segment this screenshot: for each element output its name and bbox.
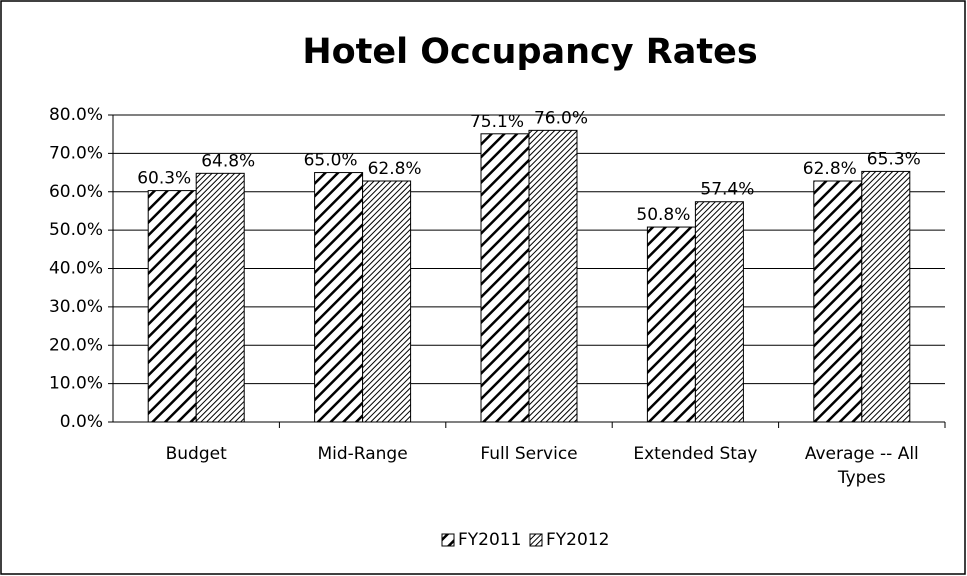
data-label: 60.3% xyxy=(137,169,191,189)
data-label: 65.0% xyxy=(304,151,358,171)
bar xyxy=(861,170,911,423)
data-label: 75.1% xyxy=(470,112,524,132)
bar xyxy=(362,180,412,423)
legend-label: FY2012 xyxy=(546,530,609,550)
y-tick-label: 70.0% xyxy=(49,143,103,163)
y-tick-label: 30.0% xyxy=(49,297,103,317)
chart-title: Hotel Occupancy Rates xyxy=(302,32,757,72)
bar xyxy=(195,172,245,423)
bar xyxy=(646,226,696,423)
bar xyxy=(147,190,197,423)
data-label: 50.8% xyxy=(636,205,690,225)
bar xyxy=(480,133,530,423)
x-tick-label: Mid-Range xyxy=(317,444,408,464)
bar xyxy=(528,129,578,423)
bar xyxy=(694,201,744,423)
y-tick-label: 50.0% xyxy=(49,220,103,240)
x-tick-label: Budget xyxy=(165,444,227,464)
data-label: 62.8% xyxy=(803,159,857,179)
legend-label: FY2011 xyxy=(458,530,521,550)
y-tick-label: 10.0% xyxy=(49,374,103,394)
x-tick-label: Extended Stay xyxy=(633,444,758,464)
data-label: 64.8% xyxy=(201,151,255,171)
x-tick-label: Full Service xyxy=(480,444,578,464)
y-tick-label: 40.0% xyxy=(49,259,103,279)
y-tick-label: 20.0% xyxy=(49,335,103,355)
y-tick-label: 0.0% xyxy=(60,412,103,432)
data-label: 62.8% xyxy=(368,159,422,179)
data-label: 76.0% xyxy=(534,108,588,128)
legend-swatch xyxy=(441,533,455,547)
x-tick-label: Average -- All Types xyxy=(804,444,919,488)
bar xyxy=(813,180,863,423)
y-tick-label: 80.0% xyxy=(49,105,103,125)
bar xyxy=(314,172,364,423)
legend-swatch xyxy=(529,533,543,547)
data-label: 65.3% xyxy=(867,149,921,169)
data-label: 57.4% xyxy=(700,180,754,200)
y-tick-label: 60.0% xyxy=(49,182,103,202)
